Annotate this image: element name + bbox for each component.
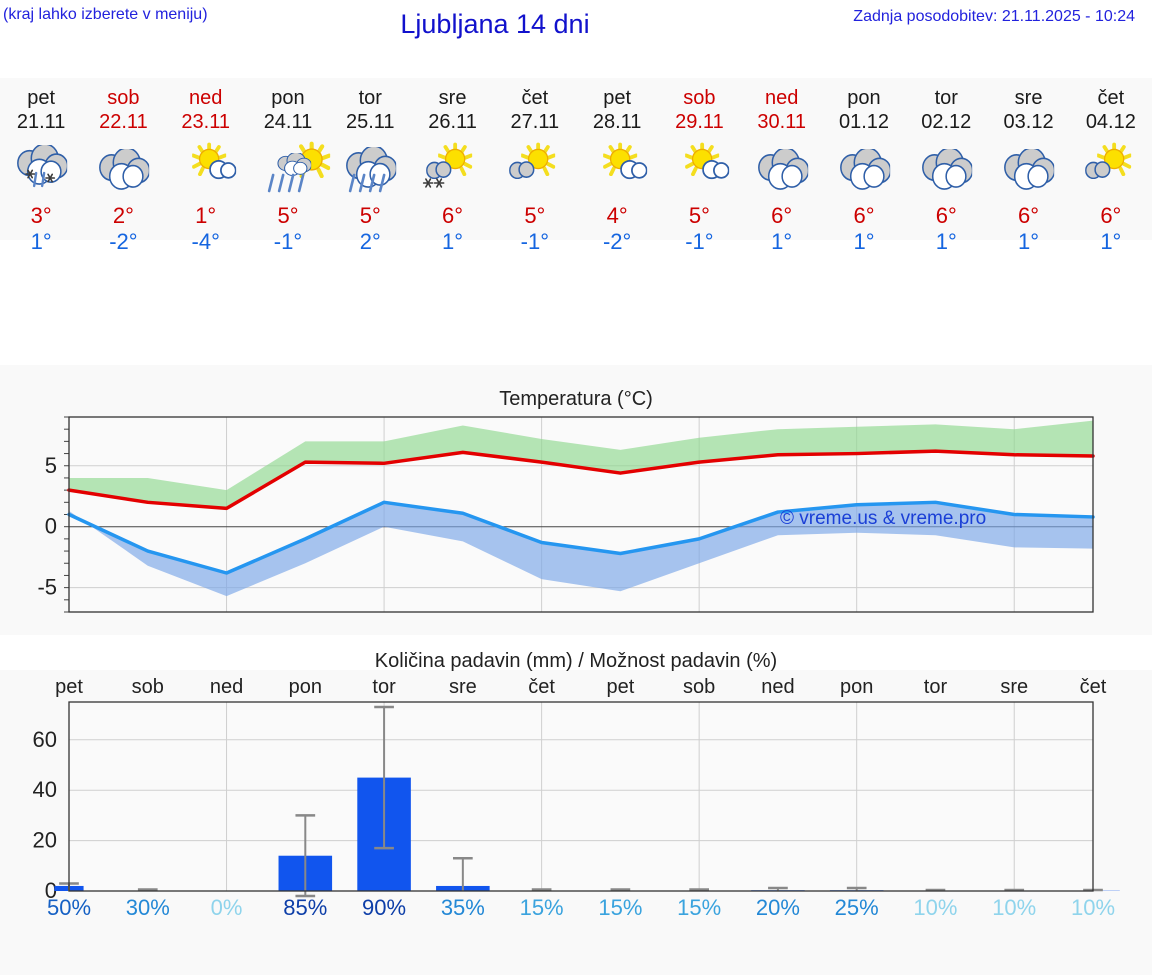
svg-text:5: 5 (45, 453, 57, 478)
svg-text:40: 40 (33, 777, 57, 802)
svg-text:20: 20 (33, 828, 57, 853)
svg-text:© vreme.us & vreme.pro: © vreme.us & vreme.pro (780, 508, 986, 529)
svg-text:0: 0 (45, 514, 57, 539)
svg-text:60: 60 (33, 727, 57, 752)
svg-text:-5: -5 (37, 575, 57, 600)
